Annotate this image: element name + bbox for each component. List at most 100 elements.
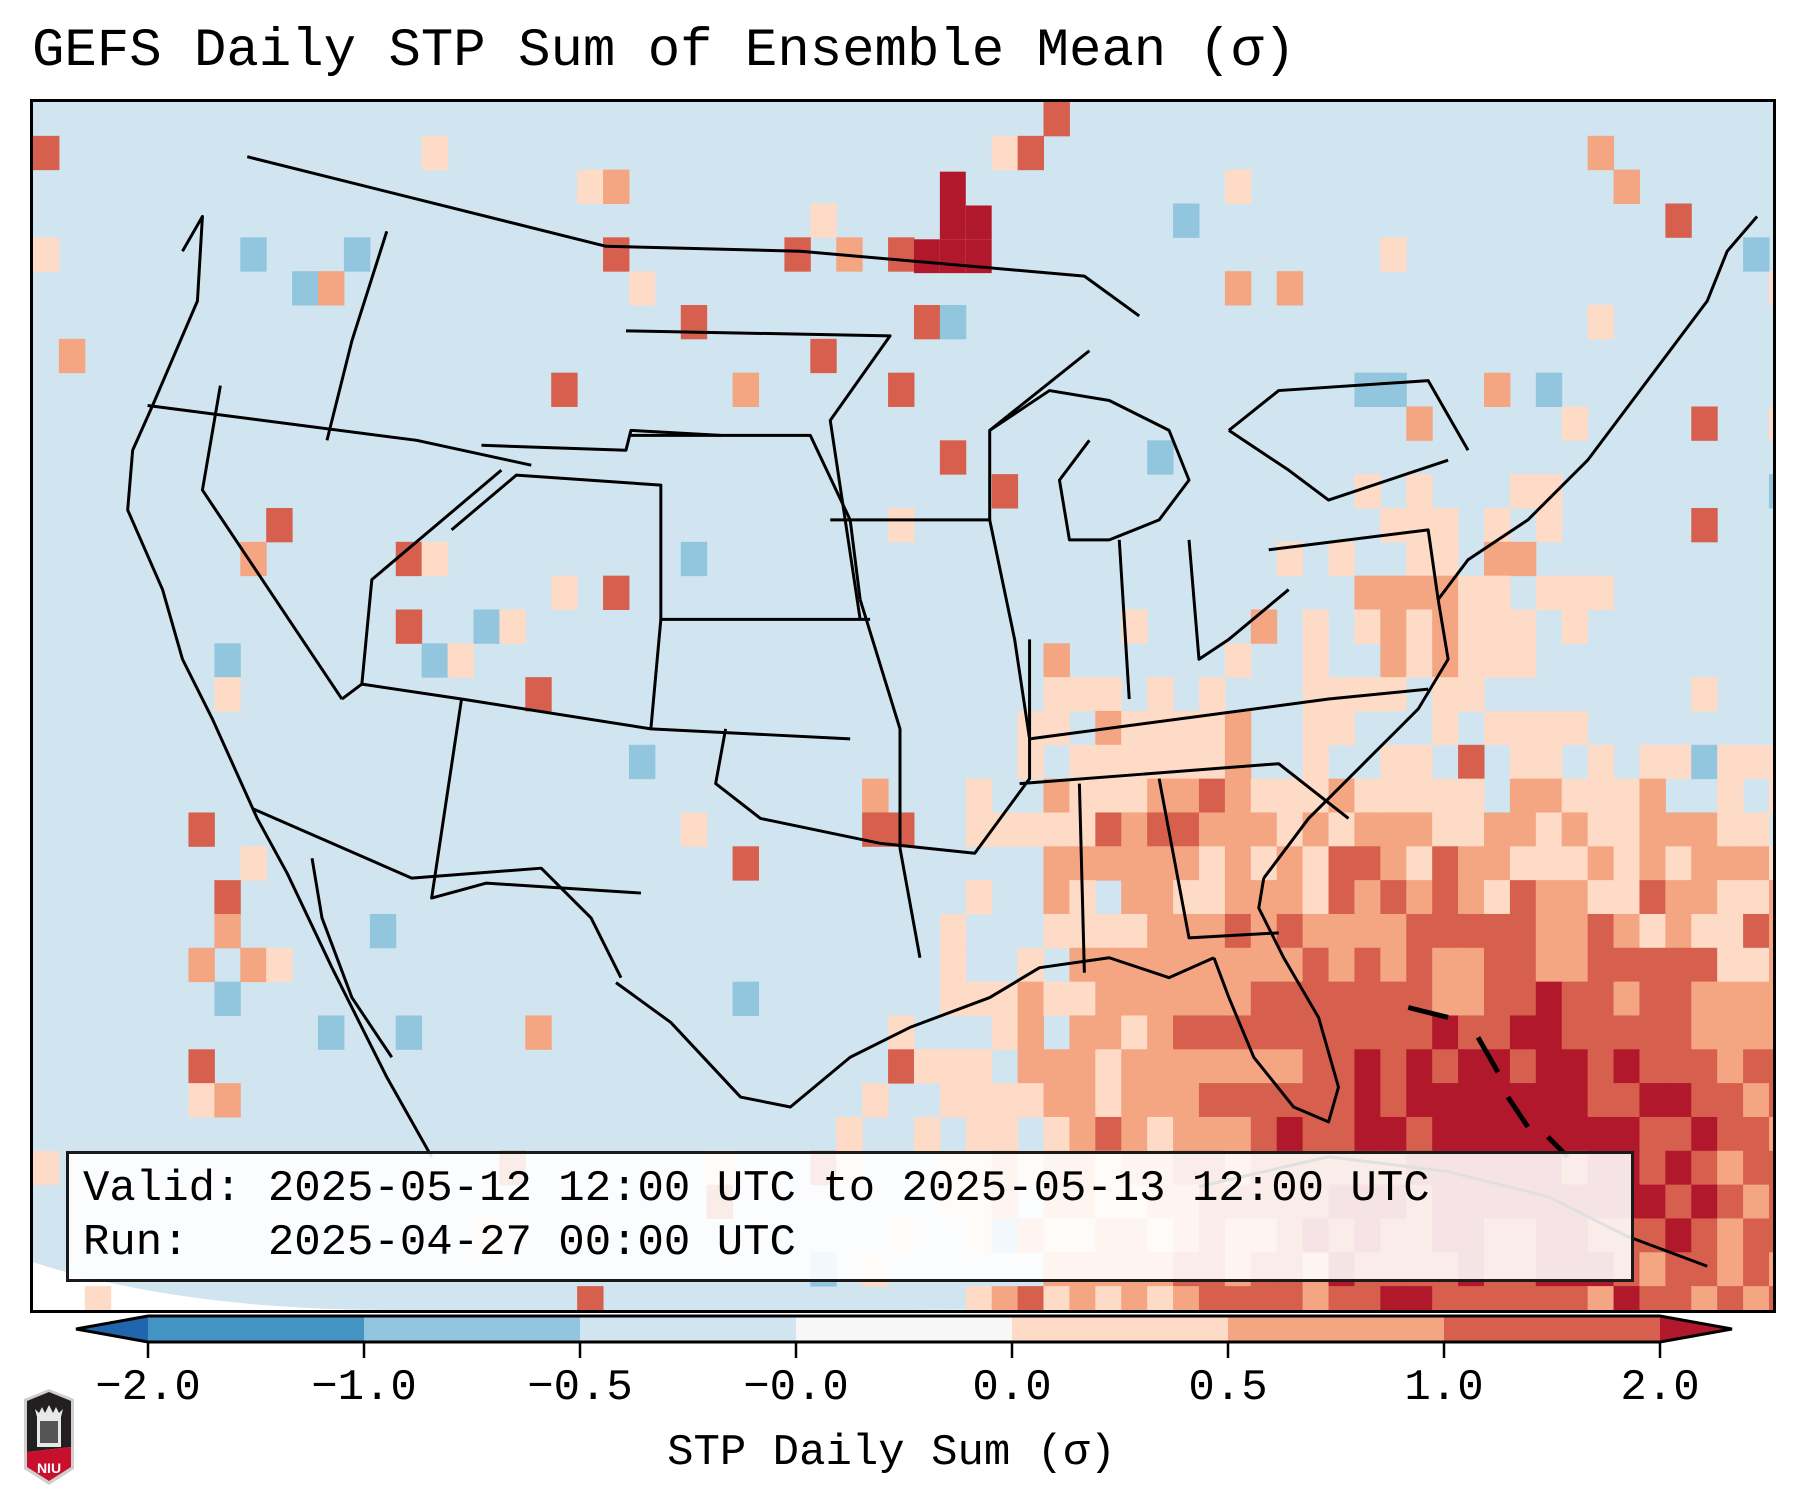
anomaly-cell [1639,1286,1666,1310]
anomaly-cell [1613,913,1640,949]
anomaly-cell [1691,1116,1718,1152]
anomaly-cell [1121,778,1148,813]
state-line [649,619,663,730]
anomaly-cell [1173,1116,1200,1152]
anomaly-cell [1769,778,1773,813]
anomaly-cell [1095,1083,1122,1118]
anomaly-cell [447,643,474,678]
anomaly-cell [1769,1150,1773,1186]
anomaly-cell [732,846,759,881]
anomaly-cell [1328,1286,1355,1310]
run-label: Run: [83,1218,189,1268]
anomaly-cell [1613,812,1640,847]
state-line [1077,783,1086,973]
anomaly-cell [214,913,241,949]
anomaly-cell [939,239,966,274]
anomaly-cell [1147,1015,1174,1050]
anomaly-cell [1743,1150,1770,1186]
anomaly-cell [1665,1083,1692,1118]
anomaly-cell [1354,575,1381,610]
anomaly-cell [1769,981,1773,1016]
anomaly-cell [1302,643,1330,678]
anomaly-cell [1095,1286,1122,1310]
anomaly-cell [1406,1049,1433,1084]
anomaly-cell [1380,609,1407,644]
anomaly-cell [1302,812,1330,847]
anomaly-cell [188,947,215,983]
anomaly-cell [939,171,966,206]
anomaly-cell [1639,1218,1666,1253]
anomaly-cell [1639,1015,1666,1050]
anomaly-cell [1173,1015,1200,1050]
anomaly-cell [862,1083,889,1118]
anomaly-cell [1509,947,1537,983]
anomaly-cell [1354,981,1381,1016]
state-line [1117,539,1131,700]
anomaly-cell [1406,812,1433,847]
anomaly-cell [1639,778,1666,813]
anomaly-cell [1224,846,1252,881]
anomaly-cell [1509,981,1537,1016]
anomaly-cell [1198,1286,1226,1310]
anomaly-cell [1769,1286,1773,1310]
anomaly-cell [913,1116,941,1152]
anomaly-cell [1458,1286,1485,1310]
anomaly-cell [369,913,397,949]
colorbar-ticks [146,1342,1662,1358]
anomaly-cell [1691,1218,1718,1253]
anomaly-cell [1691,1184,1718,1219]
anomaly-cell [1432,541,1459,577]
anomaly-cell [1173,744,1200,780]
anomaly-cell [1250,812,1278,847]
anomaly-cell [1432,1015,1459,1050]
anomaly-cell [1328,913,1355,949]
anomaly-cell [1121,981,1148,1016]
anomaly-cell [1665,1116,1692,1152]
anomaly-cell [1432,507,1459,543]
anomaly-cell [1354,1015,1381,1050]
anomaly-cell [1458,643,1485,678]
anomaly-cell [1069,778,1096,813]
anomaly-cell [1069,812,1096,847]
anomaly-cell [1017,947,1045,983]
anomaly-cell [1769,1218,1773,1253]
anomaly-cell [965,1049,993,1084]
anomaly-cell [1691,406,1718,441]
anomaly-cell [577,169,604,204]
anomaly-cell [1121,1049,1148,1084]
anomaly-cell [939,205,966,240]
colorbar-extend-under [76,1316,148,1342]
anomaly-cell [1147,710,1174,746]
anomaly-cell [1509,1083,1537,1118]
anomaly-cell [1458,778,1485,813]
anomaly-cell [1561,778,1589,813]
anomaly-cell [1587,135,1615,171]
anomaly-cell [1354,1049,1381,1084]
anomaly-cell [1147,913,1174,949]
state-line [1157,778,1279,940]
anomaly-cell [1743,1184,1770,1219]
anomaly-cell [1535,372,1563,407]
anomaly-cell [214,981,241,1016]
anomaly-cell [1017,1286,1045,1310]
anomaly-cell [1691,1286,1718,1310]
anomaly-cell [1095,1015,1122,1050]
anomaly-cell [1743,1116,1770,1152]
anomaly-cell [1769,474,1773,509]
anomaly-cell [1380,1286,1407,1310]
anomaly-cell [1691,507,1718,543]
anomaly-cell [1535,1049,1563,1084]
anomaly-cell [1406,575,1433,610]
anomaly-cell [1198,677,1226,712]
anomaly-cell [1302,710,1330,746]
anomaly-cell [1639,1049,1666,1084]
anomaly-cell [1224,913,1252,949]
anomaly-cell [1743,1049,1770,1084]
colorbar-label: STP Daily Sum (σ) [0,1428,1803,1478]
anomaly-cell [1147,1049,1174,1084]
anomaly-cell [1509,744,1537,780]
anomaly-cell [1354,778,1381,813]
anomaly-cell [732,981,759,1016]
anomaly-cell [1613,1286,1640,1310]
anomaly-cell [473,609,500,644]
